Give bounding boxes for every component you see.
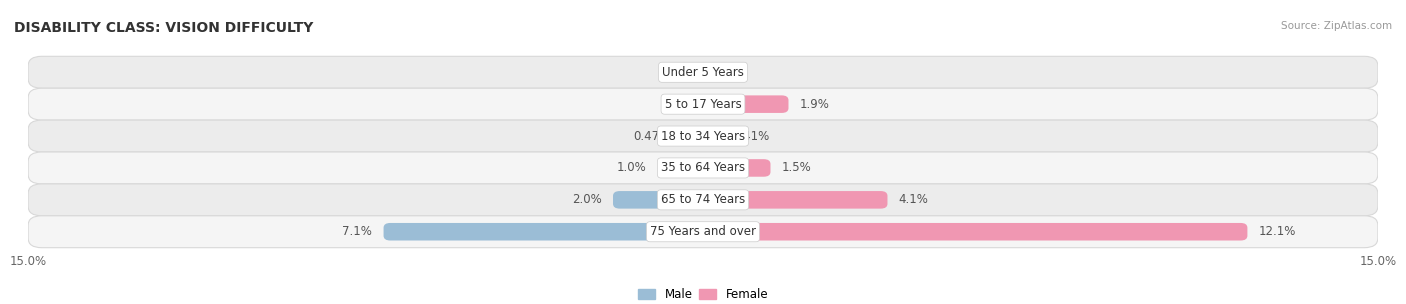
- Text: 75 Years and over: 75 Years and over: [650, 225, 756, 238]
- Text: 7.1%: 7.1%: [343, 225, 373, 238]
- FancyBboxPatch shape: [28, 88, 1378, 120]
- FancyBboxPatch shape: [28, 56, 1378, 88]
- FancyBboxPatch shape: [703, 127, 721, 145]
- FancyBboxPatch shape: [703, 159, 770, 177]
- Text: Source: ZipAtlas.com: Source: ZipAtlas.com: [1281, 21, 1392, 31]
- FancyBboxPatch shape: [28, 216, 1378, 248]
- Text: 1.5%: 1.5%: [782, 161, 811, 174]
- FancyBboxPatch shape: [682, 127, 703, 145]
- Legend: Male, Female: Male, Female: [633, 283, 773, 304]
- FancyBboxPatch shape: [703, 191, 887, 209]
- FancyBboxPatch shape: [384, 223, 703, 240]
- Text: 0.47%: 0.47%: [633, 130, 671, 143]
- Text: 1.9%: 1.9%: [800, 98, 830, 111]
- Text: 5 to 17 Years: 5 to 17 Years: [665, 98, 741, 111]
- Text: 4.1%: 4.1%: [898, 193, 928, 206]
- Text: DISABILITY CLASS: VISION DIFFICULTY: DISABILITY CLASS: VISION DIFFICULTY: [14, 21, 314, 35]
- Text: 2.0%: 2.0%: [572, 193, 602, 206]
- Text: 0.0%: 0.0%: [662, 66, 692, 79]
- FancyBboxPatch shape: [613, 191, 703, 209]
- Text: 1.0%: 1.0%: [617, 161, 647, 174]
- Text: 0.41%: 0.41%: [733, 130, 770, 143]
- Text: Under 5 Years: Under 5 Years: [662, 66, 744, 79]
- FancyBboxPatch shape: [658, 159, 703, 177]
- Text: 0.0%: 0.0%: [714, 66, 744, 79]
- FancyBboxPatch shape: [703, 95, 789, 113]
- Text: 0.0%: 0.0%: [662, 98, 692, 111]
- FancyBboxPatch shape: [28, 120, 1378, 152]
- Text: 18 to 34 Years: 18 to 34 Years: [661, 130, 745, 143]
- Text: 35 to 64 Years: 35 to 64 Years: [661, 161, 745, 174]
- FancyBboxPatch shape: [28, 152, 1378, 184]
- FancyBboxPatch shape: [703, 223, 1247, 240]
- Text: 65 to 74 Years: 65 to 74 Years: [661, 193, 745, 206]
- FancyBboxPatch shape: [28, 184, 1378, 216]
- Text: 12.1%: 12.1%: [1258, 225, 1296, 238]
